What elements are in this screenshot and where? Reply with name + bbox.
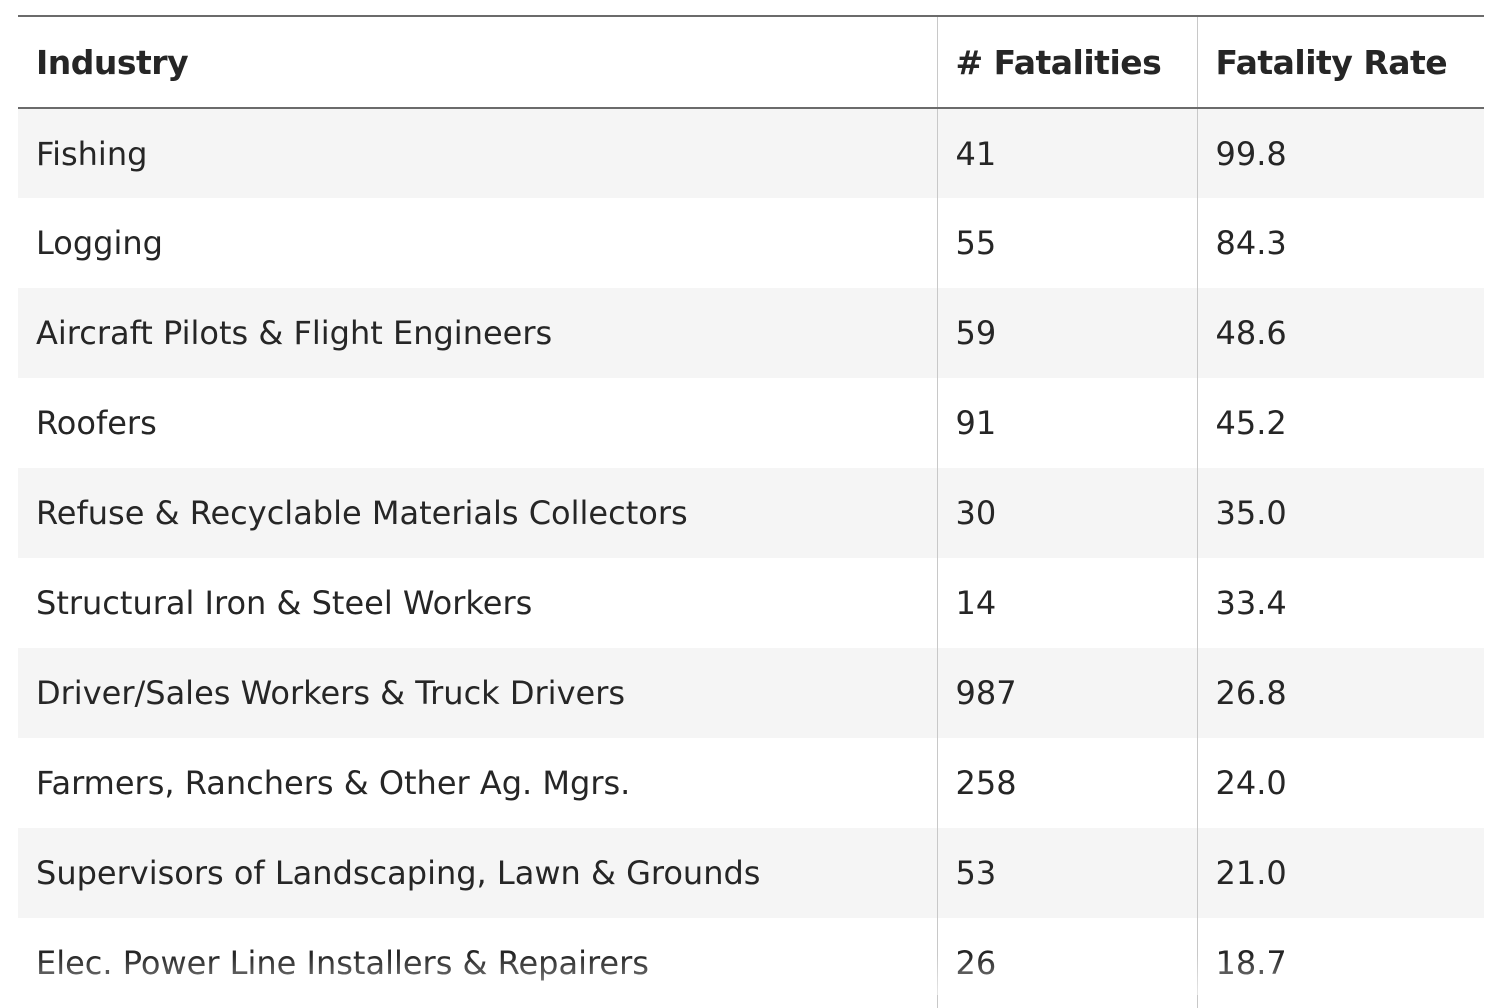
table-body: Fishing 41 99.8 Logging 55 84.3 Aircraft… — [18, 108, 1484, 1008]
cell-industry: Roofers — [36, 404, 157, 442]
cell-industry: Logging — [36, 224, 163, 262]
table-row: Driver/Sales Workers & Truck Drivers 987… — [18, 648, 1484, 738]
cell-fatality-rate: 48.6 — [1196, 288, 1484, 378]
cell-industry: Fishing — [36, 134, 148, 173]
cell-fatalities: 91 — [936, 378, 1197, 468]
cell-industry: Farmers, Ranchers & Other Ag. Mgrs. — [36, 764, 631, 802]
cell-fatalities: 55 — [936, 198, 1197, 288]
table-row: Structural Iron & Steel Workers 14 33.4 — [18, 558, 1484, 648]
table-row: Fishing 41 99.8 — [18, 108, 1484, 198]
cell-fatalities: 14 — [936, 558, 1197, 648]
fatality-table-container: Industry # Fatalities Fatality Rate Fish… — [18, 15, 1484, 1008]
cell-fatalities: 30 — [936, 468, 1197, 558]
cell-fatality-rate: 35.0 — [1196, 468, 1484, 558]
header-fatalities: # Fatalities — [936, 16, 1197, 108]
cell-fatality-rate: 26.8 — [1196, 648, 1484, 738]
table-header: Industry # Fatalities Fatality Rate — [18, 16, 1484, 108]
table-row: Roofers 91 45.2 — [18, 378, 1484, 468]
cell-fatalities: 41 — [936, 108, 1197, 198]
cell-fatalities: 258 — [936, 738, 1197, 828]
cell-industry: Aircraft Pilots & Flight Engineers — [36, 314, 553, 352]
header-fatality-rate: Fatality Rate — [1196, 16, 1484, 108]
fatality-table: Industry # Fatalities Fatality Rate Fish… — [18, 15, 1484, 1008]
header-row: Industry # Fatalities Fatality Rate — [18, 16, 1484, 108]
cell-fatalities: 59 — [936, 288, 1197, 378]
cell-fatalities: 53 — [936, 828, 1197, 918]
table-row: Supervisors of Landscaping, Lawn & Groun… — [18, 828, 1484, 918]
cell-industry: Driver/Sales Workers & Truck Drivers — [36, 674, 626, 712]
cell-industry: Refuse & Recyclable Materials Collectors — [36, 494, 688, 532]
table-row: Refuse & Recyclable Materials Collectors… — [18, 468, 1484, 558]
cell-fatality-rate: 33.4 — [1196, 558, 1484, 648]
table-row: Farmers, Ranchers & Other Ag. Mgrs. 258 … — [18, 738, 1484, 828]
cell-fatality-rate: 45.2 — [1196, 378, 1484, 468]
cell-industry: Structural Iron & Steel Workers — [36, 584, 533, 622]
cell-fatality-rate: 84.3 — [1196, 198, 1484, 288]
cell-fatality-rate: 24.0 — [1196, 738, 1484, 828]
table-row: Aircraft Pilots & Flight Engineers 59 48… — [18, 288, 1484, 378]
cell-industry: Supervisors of Landscaping, Lawn & Groun… — [36, 854, 761, 892]
table-row: Logging 55 84.3 — [18, 198, 1484, 288]
cell-fatality-rate: 21.0 — [1196, 828, 1484, 918]
cell-fatalities: 987 — [936, 648, 1197, 738]
cell-fatality-rate: 99.8 — [1196, 108, 1484, 198]
header-industry: Industry — [36, 42, 189, 82]
